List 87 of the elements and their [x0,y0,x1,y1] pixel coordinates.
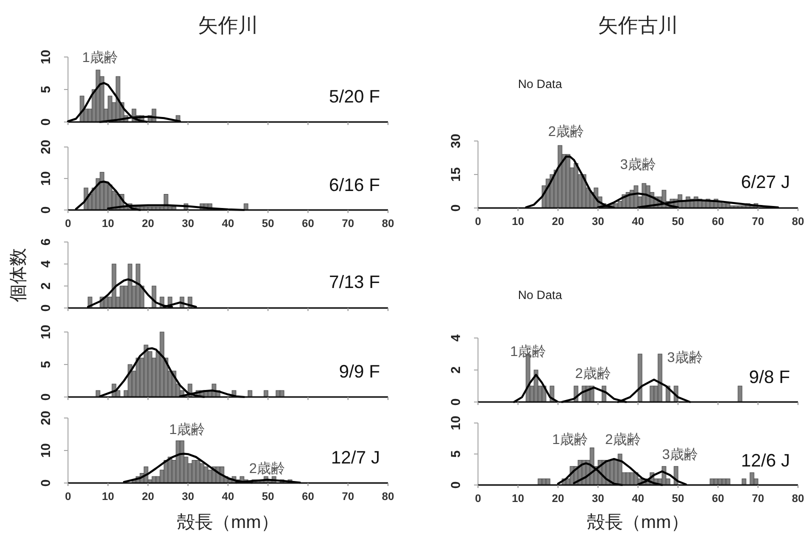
chart-title: 矢作川 [198,15,258,37]
x-tick-label: 70 [752,216,764,228]
text: 矢作古川 [598,15,678,37]
x-tick-label: 60 [712,493,724,505]
x-tick-label: 50 [262,491,274,503]
x-tick-label: 0 [474,216,482,228]
x-tick-label: 40 [632,493,644,505]
x-tick-label: 0 [64,218,72,230]
x-tick-label: 70 [342,218,354,230]
annotation: 6/16 F [328,175,380,196]
x-tick-label: 0 [474,493,482,505]
y-tick-label: 4 [448,334,463,342]
y-tick-label: 0 [38,479,53,487]
annotation: 2歳齢 [575,365,611,381]
x-axis-title: 殻長（mm） [177,512,279,532]
x-tick-label: 60 [302,491,314,503]
x-tick-label: 40 [632,216,644,228]
y-tick-label: 10 [38,443,53,458]
annotation: 1歳齢 [510,343,546,359]
y-tick-label: 20 [38,140,53,154]
annotation: 2歳齢 [605,431,641,447]
x-tick-label: 80 [382,218,394,230]
x-tick-label: 10 [512,493,524,505]
y-tick-label: 0 [38,206,53,214]
y-tick-label: 10 [38,171,53,186]
annotation: 3歳齢 [662,446,698,462]
text: No Data [518,77,562,91]
annotation: 1歳齢 [552,431,588,447]
y-tick-label: 10 [38,50,53,64]
x-tick-label: 20 [142,218,154,230]
x-tick-label: 60 [302,218,314,230]
y-axis-title: 個体数 [8,248,28,302]
y-tick-label: 2 [38,282,53,290]
x-tick-label: 30 [182,491,194,503]
y-tick-label: 20 [38,410,53,426]
y-tick-label: 10 [38,324,53,340]
y-tick-label: 5 [38,360,53,368]
x-tick-label: 50 [672,216,684,228]
x-tick-label: 70 [752,493,764,505]
y-tick-label: 10 [448,416,463,430]
x-axis-title: 殻長（mm） [587,512,689,532]
text: No Data [518,288,562,302]
y-tick-label: 0 [38,393,53,401]
y-tick-label: 5 [38,86,53,94]
annotation: 3歳齢 [620,156,656,172]
x-tick-label: 0 [64,491,72,503]
x-tick-label: 30 [182,218,194,230]
y-tick-label: 0 [38,118,53,126]
y-tick-label: 0 [448,204,463,212]
text: 2歳齢 [548,123,584,139]
x-tick-label: 30 [592,493,604,505]
annotation: 1歳齢 [82,49,118,65]
y-tick-label: 15 [448,167,463,182]
annotation: 9/8 F [748,366,790,387]
x-tick-label: 10 [102,218,114,230]
x-tick-label: 30 [592,216,604,228]
y-tick-label: 0 [448,398,463,406]
x-tick-label: 80 [792,216,804,228]
y-tick-label: 2 [448,366,463,374]
x-tick-label: 20 [552,493,564,505]
annotation: 5/20 F [328,86,380,106]
y-tick-label: 4 [38,260,53,268]
x-tick-label: 20 [142,491,154,503]
y-tick-label: 0 [448,481,463,489]
x-tick-label: 60 [712,216,724,228]
x-tick-label: 10 [102,491,114,503]
annotation: 1歳齢 [169,421,205,437]
y-tick-label: 6 [38,238,53,246]
x-tick-label: 40 [222,491,234,503]
annotation: 2歳齢 [249,460,285,476]
x-tick-label: 80 [792,493,804,505]
y-tick-label: 0 [38,304,53,312]
annotation: 12/6 J [740,450,790,470]
x-tick-label: 40 [222,218,234,230]
y-tick-label: 30 [448,134,463,148]
annotation: 12/7 J [330,448,380,468]
annotation: 9/9 F [338,362,380,382]
x-tick-label: 70 [342,491,354,503]
x-tick-label: 80 [382,491,394,503]
x-tick-label: 50 [672,493,684,505]
annotation: 7/13 F [328,272,380,292]
y-tick-label: 5 [448,450,463,458]
annotation: 3歳齢 [667,349,703,365]
x-tick-label: 20 [552,216,564,228]
x-tick-label: 50 [262,218,274,230]
x-tick-label: 10 [512,216,524,228]
annotation: 6/27 J [740,172,790,192]
